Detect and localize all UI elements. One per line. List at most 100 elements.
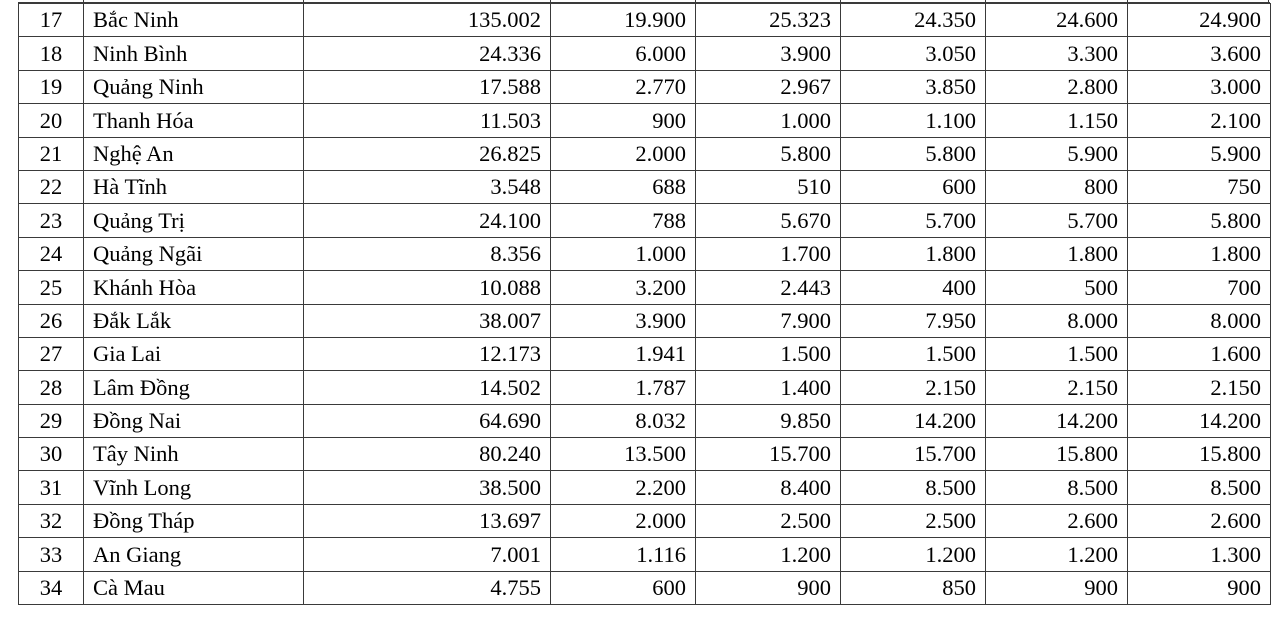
value-cell: 15.700 [840, 437, 986, 472]
value-cell: 6.000 [550, 36, 696, 71]
value-cell: 1.200 [985, 537, 1128, 572]
row-index-cell: 20 [18, 103, 84, 138]
value-cell: 3.000 [1127, 69, 1271, 105]
province-name-cell: Cà Mau [83, 570, 304, 606]
value-cell: 17.588 [303, 69, 551, 105]
value-cell: 2.150 [1127, 370, 1271, 405]
province-name-cell: Quảng Trị [83, 203, 304, 238]
province-name-cell: Lâm Đồng [83, 370, 304, 405]
value-cell: 15.700 [695, 437, 841, 472]
value-cell: 3.900 [550, 303, 696, 338]
value-cell: 5.670 [695, 203, 841, 238]
value-cell: 2.150 [985, 370, 1128, 405]
value-cell: 15.800 [985, 437, 1128, 472]
value-cell: 900 [550, 103, 696, 138]
table-row: 24 Quảng Ngãi 8.356 1.000 1.700 1.800 1.800 1.8… [18, 236, 1271, 272]
value-cell: 24.350 [840, 2, 986, 38]
value-cell: 5.700 [985, 203, 1128, 238]
value-cell: 2.000 [550, 503, 696, 539]
value-cell: 1.400 [695, 370, 841, 405]
value-cell: 3.200 [550, 270, 696, 305]
value-cell: 7.950 [840, 303, 986, 338]
value-cell: 2.800 [985, 69, 1128, 105]
table-row: 28 Lâm Đồng 14.502 1.787 1.400 2.150 2.150 2.15… [18, 370, 1271, 405]
row-index-cell: 18 [18, 36, 84, 71]
row-index-cell: 19 [18, 69, 84, 105]
value-cell: 38.500 [303, 470, 551, 505]
row-index-cell: 24 [18, 236, 84, 272]
value-cell: 1.150 [985, 103, 1128, 138]
table-row: 20 Thanh Hóa 11.503 900 1.000 1.100 1.150 2.100 [18, 103, 1271, 138]
value-cell: 10.088 [303, 270, 551, 305]
clipped-previous-row-rule [18, 0, 1270, 3]
table-row: 29 Đồng Nai 64.690 8.032 9.850 14.200 14.200 14… [18, 403, 1271, 439]
row-index-cell: 21 [18, 136, 84, 171]
row-index-cell: 34 [18, 570, 84, 606]
value-cell: 13.500 [550, 437, 696, 472]
table-row: 18 Ninh Bình 24.336 6.000 3.900 3.050 3.300 3.6… [18, 36, 1271, 71]
value-cell: 2.600 [985, 503, 1128, 539]
value-cell: 26.825 [303, 136, 551, 171]
value-cell: 4.755 [303, 570, 551, 606]
value-cell: 500 [985, 270, 1128, 305]
table-body: 17 Bắc Ninh 135.002 19.900 25.323 24.350 24.60… [18, 2, 1271, 606]
row-index-cell: 33 [18, 537, 84, 572]
value-cell: 8.400 [695, 470, 841, 505]
row-index-cell: 31 [18, 470, 84, 505]
value-cell: 8.500 [1127, 470, 1271, 505]
value-cell: 2.200 [550, 470, 696, 505]
row-index-cell: 22 [18, 169, 84, 205]
value-cell: 2.770 [550, 69, 696, 105]
value-cell: 24.600 [985, 2, 1128, 38]
province-data-table: 17 Bắc Ninh 135.002 19.900 25.323 24.350 24.60… [18, 2, 1271, 606]
value-cell: 38.007 [303, 303, 551, 338]
table-row: 21 Nghệ An 26.825 2.000 5.800 5.800 5.900 5.900 [18, 136, 1271, 171]
province-name-cell: An Giang [83, 537, 304, 572]
table-row: 32 Đồng Tháp 13.697 2.000 2.500 2.500 2.600 2.6… [18, 503, 1271, 539]
value-cell: 14.200 [840, 403, 986, 439]
table-row: 34 Cà Mau 4.755 600 900 850 900 900 [18, 570, 1271, 606]
value-cell: 2.500 [840, 503, 986, 539]
value-cell: 8.000 [1127, 303, 1271, 338]
value-cell: 1.300 [1127, 537, 1271, 572]
value-cell: 900 [695, 570, 841, 606]
value-cell: 2.967 [695, 69, 841, 105]
value-cell: 2.100 [1127, 103, 1271, 138]
value-cell: 1.100 [840, 103, 986, 138]
value-cell: 1.700 [695, 236, 841, 272]
province-name-cell: Đắk Lắk [83, 303, 304, 338]
province-name-cell: Bắc Ninh [83, 2, 304, 38]
value-cell: 1.116 [550, 537, 696, 572]
value-cell: 8.500 [840, 470, 986, 505]
table-row: 30 Tây Ninh 80.240 13.500 15.700 15.700 15.800… [18, 437, 1271, 472]
province-name-cell: Quảng Ngãi [83, 236, 304, 272]
value-cell: 2.500 [695, 503, 841, 539]
value-cell: 1.800 [985, 236, 1128, 272]
value-cell: 64.690 [303, 403, 551, 439]
value-cell: 12.173 [303, 336, 551, 372]
province-name-cell: Thanh Hóa [83, 103, 304, 138]
row-index-cell: 32 [18, 503, 84, 539]
value-cell: 400 [840, 270, 986, 305]
value-cell: 900 [985, 570, 1128, 606]
value-cell: 788 [550, 203, 696, 238]
row-index-cell: 17 [18, 2, 84, 38]
value-cell: 2.000 [550, 136, 696, 171]
table-row: 31 Vĩnh Long 38.500 2.200 8.400 8.500 8.500 8.5… [18, 470, 1271, 505]
value-cell: 24.100 [303, 203, 551, 238]
value-cell: 5.900 [985, 136, 1128, 171]
value-cell: 600 [840, 169, 986, 205]
table-row: 19 Quảng Ninh 17.588 2.770 2.967 3.850 2.800 3.… [18, 69, 1271, 105]
value-cell: 13.697 [303, 503, 551, 539]
province-name-cell: Vĩnh Long [83, 470, 304, 505]
value-cell: 7.001 [303, 537, 551, 572]
value-cell: 1.800 [1127, 236, 1271, 272]
value-cell: 15.800 [1127, 437, 1271, 472]
value-cell: 900 [1127, 570, 1271, 606]
value-cell: 750 [1127, 169, 1271, 205]
value-cell: 1.200 [840, 537, 986, 572]
value-cell: 1.200 [695, 537, 841, 572]
province-name-cell: Khánh Hòa [83, 270, 304, 305]
value-cell: 850 [840, 570, 986, 606]
province-name-cell: Hà Tĩnh [83, 169, 304, 205]
